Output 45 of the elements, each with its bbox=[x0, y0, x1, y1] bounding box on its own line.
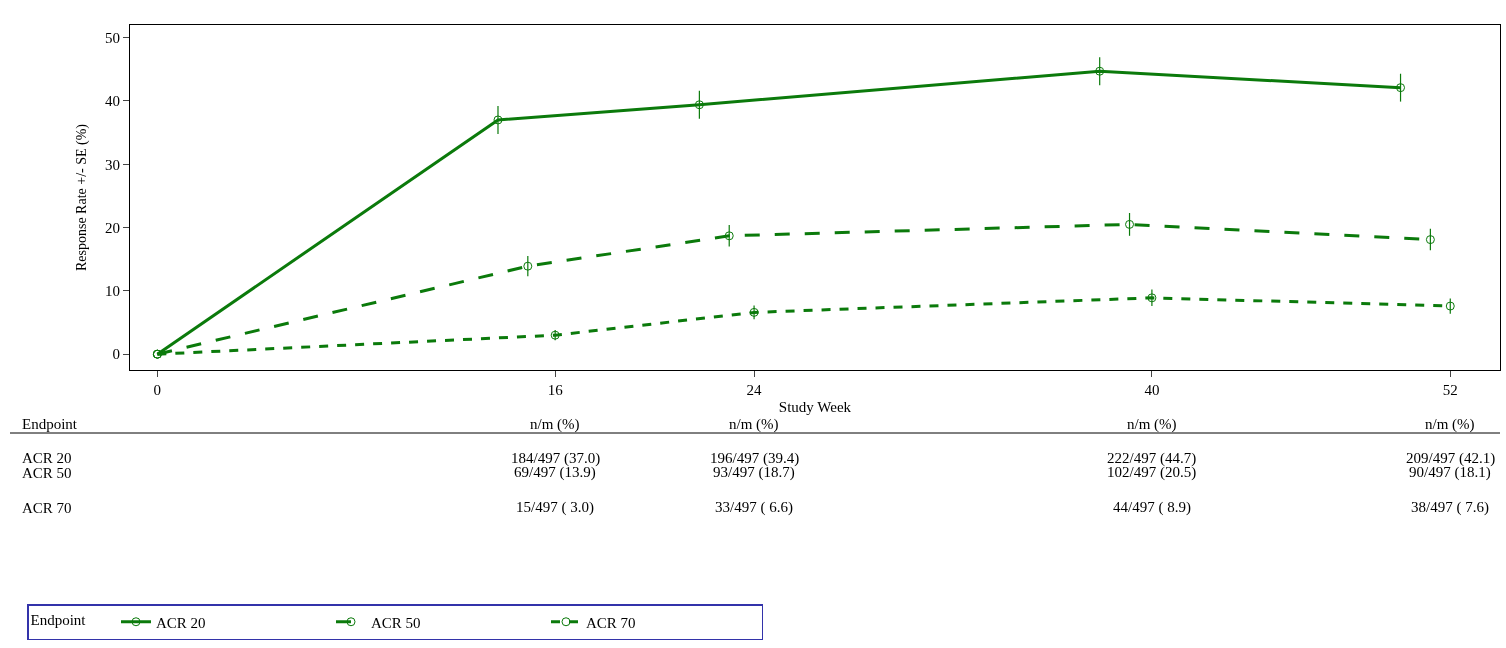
y-axis-title: Response Rate +/- SE (%) bbox=[73, 123, 90, 272]
x-tick-label: 40 bbox=[1144, 382, 1160, 398]
text: Endpoint bbox=[22, 416, 78, 432]
y-tick-label: 40 bbox=[105, 93, 120, 110]
text: ACR 70 bbox=[22, 500, 72, 516]
text: 222/497 (44.7) bbox=[1107, 450, 1197, 467]
text: ACR 20 bbox=[22, 450, 72, 466]
point bbox=[1147, 293, 1157, 303]
y-tick-label: 0 bbox=[112, 346, 120, 363]
text: ACR 50 bbox=[22, 465, 72, 481]
text: 196/497 (39.4) bbox=[710, 450, 800, 467]
text: 33/497 ( 6.6) bbox=[715, 499, 793, 516]
legend-label: ACR 20 bbox=[156, 614, 206, 631]
x-tick-label: 16 bbox=[547, 382, 564, 398]
point bbox=[1125, 219, 1135, 229]
point bbox=[724, 231, 734, 241]
y-tick-label: 10 bbox=[105, 283, 120, 300]
legend-title: Endpoint bbox=[30, 612, 108, 628]
x-tick-label: 24 bbox=[746, 382, 763, 398]
point bbox=[749, 307, 759, 317]
point bbox=[550, 330, 560, 340]
point bbox=[1425, 235, 1435, 245]
text: n/m (%) bbox=[530, 416, 580, 433]
point bbox=[493, 115, 503, 125]
text: 15/497 ( 3.0) bbox=[516, 499, 594, 516]
legend-label: ACR 70 bbox=[586, 614, 636, 631]
y-tick-label: 30 bbox=[105, 156, 120, 173]
x-tick-label: 52 bbox=[1442, 382, 1458, 398]
x-axis-title: Study Week bbox=[778, 399, 852, 415]
text: 209/497 (42.1) bbox=[1406, 450, 1496, 467]
point bbox=[523, 261, 533, 271]
text: n/m (%) bbox=[1425, 416, 1475, 433]
text: 38/497 ( 7.6) bbox=[1411, 499, 1489, 516]
point bbox=[1095, 66, 1105, 76]
text: n/m (%) bbox=[1127, 416, 1177, 433]
point bbox=[1445, 301, 1455, 311]
text: 184/497 (37.0) bbox=[511, 450, 601, 467]
text: 44/497 ( 8.9) bbox=[1113, 499, 1191, 516]
y-tick-label: 50 bbox=[105, 29, 120, 46]
point bbox=[1396, 83, 1406, 93]
text: n/m (%) bbox=[729, 416, 779, 433]
legend-label: ACR 50 bbox=[371, 614, 421, 631]
x-tick-label: 0 bbox=[153, 382, 162, 398]
point bbox=[694, 100, 704, 110]
y-tick-label: 20 bbox=[105, 219, 120, 236]
